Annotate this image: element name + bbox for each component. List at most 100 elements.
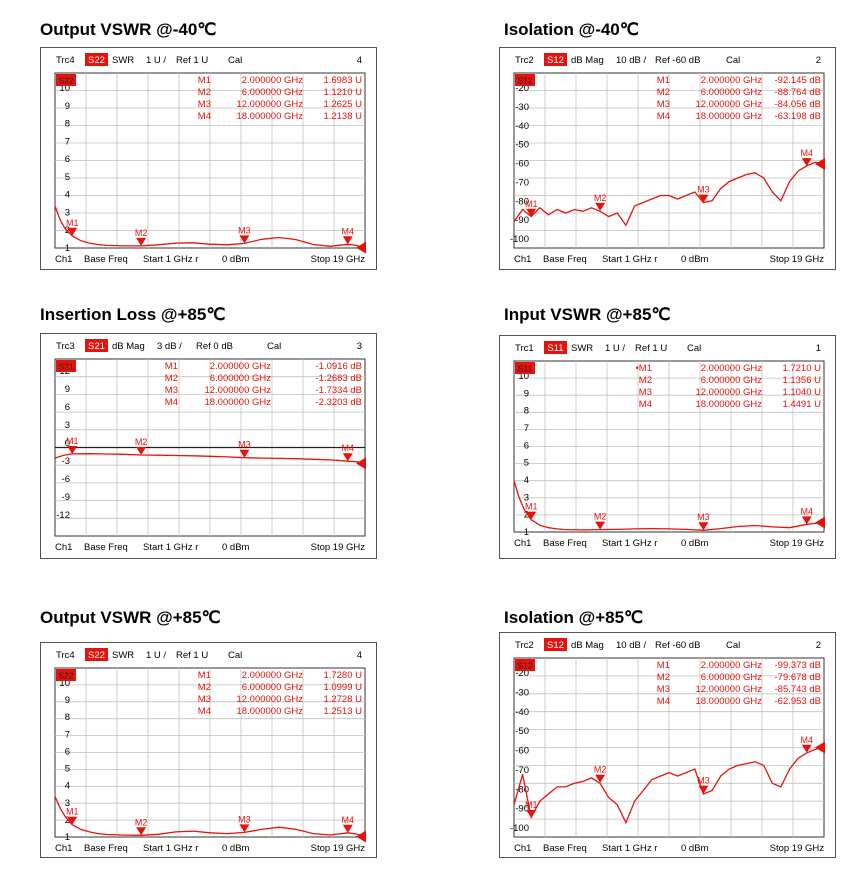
y-tick-label: 8 — [524, 406, 529, 417]
power-label: 0 dBm — [681, 843, 709, 854]
y-tick-label: -50 — [515, 726, 529, 737]
ref-label: Ref 0 dB — [196, 341, 233, 352]
marker-triangle — [136, 237, 147, 246]
param-label: S12 — [547, 640, 564, 651]
stop-label: Stop 19 GHz — [311, 843, 366, 854]
marker-name: M1 — [657, 75, 670, 86]
mode-label: Base Freq — [543, 843, 587, 854]
axis-badge — [515, 659, 535, 671]
cal-label: Cal — [687, 343, 701, 354]
channel-label: Ch1 — [55, 542, 72, 553]
marker-value: 1.2625 U — [323, 99, 362, 110]
panel-title: Output VSWR @+85℃ — [40, 608, 221, 627]
y-tick-label: 1 — [65, 243, 70, 254]
marker-triangle — [595, 202, 606, 211]
marker-value: 1.2728 U — [323, 694, 362, 705]
scale-label: 1 U / — [605, 343, 625, 354]
marker-label: M1 — [66, 218, 79, 228]
panel-title: Output VSWR @-40℃ — [40, 20, 217, 39]
axis-badge-label: S22 — [58, 76, 73, 86]
marker-label: M1 — [66, 807, 79, 817]
format-label: dB Mag — [571, 55, 604, 66]
chart-frame: Trc2 S12 dB Mag 10 dB / Ref -60 dB Cal 2 -20 -30… — [499, 47, 836, 270]
y-tick-label: 1 — [65, 832, 70, 843]
cal-label: Cal — [726, 640, 740, 651]
marker-label: M3 — [238, 225, 251, 235]
marker-freq: 2.000000 GHz — [701, 75, 763, 86]
cal-label: Cal — [726, 55, 740, 66]
trace-label: Trc2 — [515, 55, 534, 66]
marker-name: M1 — [198, 670, 211, 681]
channel-label: Ch1 — [514, 538, 531, 549]
y-tick-label: -100 — [510, 234, 529, 245]
marker-label: M2 — [135, 437, 148, 447]
grid — [513, 657, 825, 838]
trace-line — [513, 480, 825, 531]
y-tick-label: -70 — [515, 765, 529, 776]
reference-arrow — [815, 158, 825, 170]
marker-value: -92.145 dB — [775, 75, 821, 86]
marker-freq: 2.000000 GHz — [210, 361, 272, 372]
y-tick-label: -40 — [515, 121, 529, 132]
marker-triangle — [698, 194, 709, 203]
y-tick-label: 10 — [518, 371, 529, 382]
marker-freq: 12.000000 GHz — [695, 387, 762, 398]
param-label: S22 — [88, 55, 105, 66]
marker-label: M3 — [238, 814, 251, 824]
y-tick-label: 5 — [524, 458, 529, 469]
marker-triangle — [526, 208, 537, 217]
y-tick-label: -30 — [515, 102, 529, 113]
y-tick-label: 4 — [65, 781, 70, 792]
marker-value: -62.953 dB — [775, 696, 821, 707]
trace-line — [54, 453, 366, 465]
y-tick-label: 8 — [65, 712, 70, 723]
marker-freq: 12.000000 GHz — [204, 385, 271, 396]
y-tick-label: 9 — [65, 695, 70, 706]
marker-freq: 18.000000 GHz — [695, 399, 762, 410]
marker-value: -2.3203 dB — [316, 397, 362, 408]
param-label: S11 — [547, 343, 563, 354]
marker-label: M4 — [801, 148, 814, 158]
marker-freq: 6.000000 GHz — [242, 87, 304, 98]
marker-triangle — [526, 809, 537, 818]
channel-label: Ch1 — [55, 254, 72, 265]
marker-freq: 18.000000 GHz — [204, 397, 271, 408]
marker-name: M4 — [657, 111, 670, 122]
y-tick-label: 6 — [65, 746, 70, 757]
y-tick-label: 9 — [65, 101, 70, 112]
power-label: 0 dBm — [681, 538, 709, 549]
trace-label: Trc1 — [515, 343, 534, 354]
format-label: SWR — [571, 343, 593, 354]
panel-title: Insertion Loss @+85℃ — [40, 305, 226, 324]
marker-freq: 12.000000 GHz — [695, 99, 762, 110]
marker-triangle — [136, 827, 147, 836]
y-tick-label: 2 — [524, 510, 529, 521]
marker-name: M2 — [657, 87, 670, 98]
marker-value: 1.7210 U — [782, 363, 821, 374]
marker-freq: 18.000000 GHz — [695, 696, 762, 707]
stop-label: Stop 19 GHz — [770, 843, 825, 854]
marker-name: M1 — [198, 75, 211, 86]
marker-name: M2 — [198, 87, 211, 98]
reference-arrow — [356, 830, 366, 843]
marker-freq: 18.000000 GHz — [236, 111, 303, 122]
y-tick-label: -80 — [515, 784, 529, 795]
power-label: 0 dBm — [681, 254, 709, 265]
marker-triangle — [801, 158, 812, 167]
marker-value: -88.764 dB — [775, 87, 821, 98]
marker-value: 1.6983 U — [323, 75, 362, 86]
y-tick-label: -70 — [515, 177, 529, 188]
trace-number: 4 — [357, 55, 362, 66]
y-tick-label: 3 — [65, 207, 70, 218]
trace-label: Trc4 — [56, 55, 75, 66]
mode-label: Base Freq — [543, 254, 587, 265]
y-tick-label: 7 — [65, 136, 70, 147]
y-tick-label: -50 — [515, 140, 529, 151]
channel-label: Ch1 — [514, 254, 531, 265]
marker-freq: 2.000000 GHz — [701, 660, 763, 671]
marker-freq: 6.000000 GHz — [701, 672, 763, 683]
scale-label: 3 dB / — [157, 341, 182, 352]
mode-label: Base Freq — [84, 542, 128, 553]
marker-name: M2 — [657, 672, 670, 683]
marker-freq: 2.000000 GHz — [242, 75, 304, 86]
